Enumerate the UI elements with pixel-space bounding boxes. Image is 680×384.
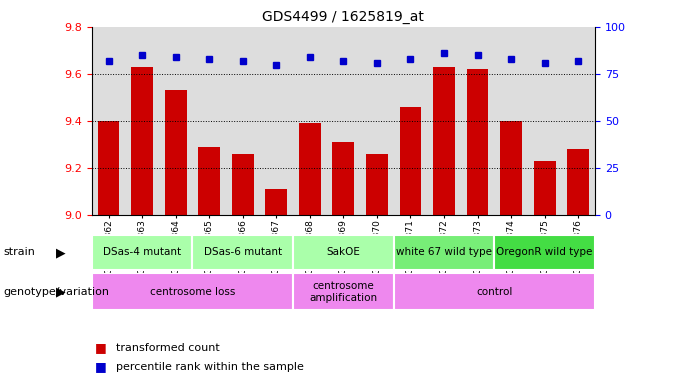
Bar (232, 154, 254, 215)
Bar (567, 149, 589, 215)
Bar (333, 142, 354, 215)
Bar (534, 161, 556, 215)
Text: ▶: ▶ (56, 285, 66, 298)
Text: centrosome loss: centrosome loss (150, 287, 235, 297)
Bar (293, 273, 394, 310)
Text: ▶: ▶ (56, 246, 66, 259)
Bar (466, 69, 488, 215)
Bar (92, 273, 293, 310)
Bar (265, 189, 287, 215)
Text: centrosome
amplification: centrosome amplification (309, 281, 377, 303)
Text: strain: strain (3, 247, 35, 258)
Text: OregonR wild type: OregonR wild type (496, 247, 593, 258)
Bar (199, 147, 220, 215)
Title: GDS4499 / 1625819_at: GDS4499 / 1625819_at (262, 10, 424, 25)
Bar (394, 235, 494, 270)
Bar (92, 235, 192, 270)
Bar (165, 90, 186, 215)
Text: DSas-4 mutant: DSas-4 mutant (103, 247, 181, 258)
Bar (394, 273, 595, 310)
Bar (131, 67, 153, 215)
Bar (366, 154, 388, 215)
Text: transformed count: transformed count (116, 343, 220, 353)
Bar (192, 235, 293, 270)
Bar (500, 121, 522, 215)
Bar (299, 123, 321, 215)
Text: control: control (476, 287, 513, 297)
Bar (293, 235, 394, 270)
Text: ■: ■ (95, 341, 107, 354)
Text: SakOE: SakOE (326, 247, 360, 258)
Text: percentile rank within the sample: percentile rank within the sample (116, 362, 303, 372)
Text: white 67 wild type: white 67 wild type (396, 247, 492, 258)
Bar (494, 235, 595, 270)
Text: genotype/variation: genotype/variation (3, 287, 109, 297)
Bar (433, 67, 455, 215)
Bar (98, 121, 120, 215)
Text: ■: ■ (95, 360, 107, 373)
Text: DSas-6 mutant: DSas-6 mutant (204, 247, 282, 258)
Bar (400, 107, 422, 215)
